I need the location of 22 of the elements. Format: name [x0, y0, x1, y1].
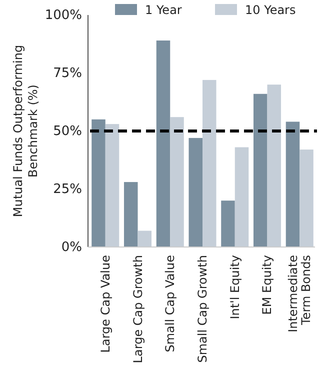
y-tick-label: 25%: [53, 182, 82, 198]
x-tick-label: Int'l Equity: [228, 255, 242, 320]
legend-label: 1 Year: [145, 3, 182, 17]
x-tick-label: Small Cap Value: [163, 255, 178, 352]
x-tick-label: Large Cap Growth: [130, 255, 145, 364]
bar: [156, 40, 170, 247]
bar: [124, 182, 138, 247]
legend-label: 10 Years: [245, 3, 296, 17]
x-tick-label: Small Cap Growth: [196, 255, 210, 363]
bar: [92, 119, 106, 247]
y-axis-title: Mutual Funds Outperforming Benchmark (%): [11, 44, 40, 218]
bar: [188, 138, 202, 247]
y-tick-label: 0%: [61, 240, 82, 256]
y-tick-label: 75%: [53, 66, 82, 82]
bar: [221, 200, 235, 247]
y-tick-label: 100%: [44, 8, 82, 24]
bar: [253, 94, 268, 247]
x-tick-label: Large Cap Value: [98, 255, 112, 353]
bar: [286, 122, 300, 247]
x-tick-label: EM Equity: [260, 255, 274, 315]
x-tick-label: Intermediate Term Bonds: [286, 255, 314, 332]
y-tick-label: 50%: [53, 124, 82, 140]
